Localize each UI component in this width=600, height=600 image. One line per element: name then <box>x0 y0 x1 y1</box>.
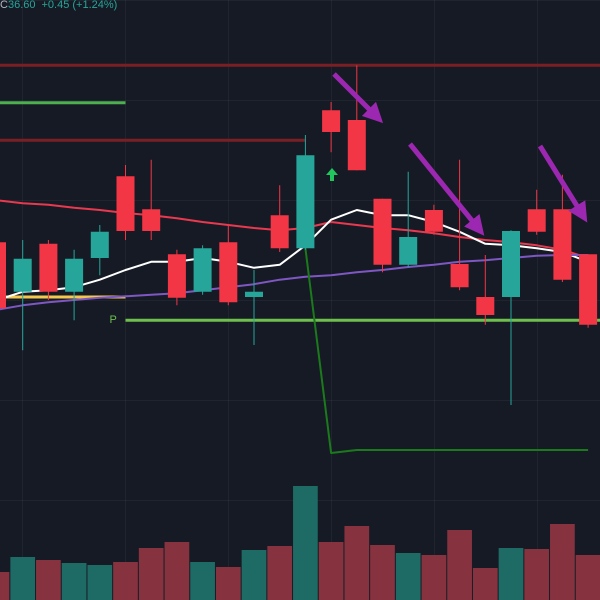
volume-bar <box>215 567 241 600</box>
info-label: C <box>0 0 8 11</box>
volume-bar <box>344 526 370 600</box>
volume-bar <box>267 546 293 600</box>
volume-bar <box>87 565 113 600</box>
candle-body <box>399 237 418 265</box>
candle-body <box>65 258 84 292</box>
candle-body <box>322 110 341 132</box>
candle-body <box>373 198 392 265</box>
candle-body <box>219 242 238 303</box>
volume-bar <box>498 548 524 600</box>
annotation-arrow <box>537 144 588 223</box>
candle-body <box>13 258 32 292</box>
volume-bar <box>164 542 190 600</box>
candle-body <box>167 254 186 298</box>
candle-body <box>245 291 263 297</box>
volume-bar <box>550 524 575 600</box>
volume-bar <box>524 549 550 600</box>
volume-bar <box>447 530 472 600</box>
annotations <box>326 72 588 236</box>
volume-bar <box>293 486 318 600</box>
volume-pane <box>0 486 600 600</box>
candle-body <box>424 210 443 232</box>
levels: P <box>0 63 600 326</box>
volume-bar <box>0 572 10 600</box>
candle-body <box>90 231 109 258</box>
ohlc-info: C36.60 +0.45 (+1.24%) <box>0 0 117 11</box>
indicator-line <box>0 254 589 311</box>
candles <box>0 65 598 405</box>
volume-bar <box>190 562 215 600</box>
info-close: 36.60 <box>8 0 36 11</box>
candle-body <box>579 254 598 325</box>
candle-body <box>116 176 135 231</box>
annotation-arrow <box>408 142 485 236</box>
candle-body <box>553 209 572 280</box>
candle-body <box>142 209 161 231</box>
candle-body <box>527 209 546 232</box>
candle-body <box>476 297 495 315</box>
volume-bar <box>36 560 61 600</box>
volume-bar <box>10 557 36 600</box>
candle-body <box>0 242 6 309</box>
volume-bar <box>138 548 164 600</box>
candle-body <box>270 215 289 249</box>
candle-body <box>450 264 469 288</box>
candle-body <box>39 243 58 292</box>
volume-bar <box>395 553 421 600</box>
indicator-line <box>0 199 589 259</box>
volume-bar <box>113 562 138 600</box>
indicator-lines <box>0 199 589 454</box>
candle-body <box>193 248 212 292</box>
volume-bar <box>370 545 395 600</box>
signal-arrow <box>326 168 338 181</box>
indicator-line <box>304 248 589 454</box>
volume-bar <box>61 563 87 600</box>
info-change: +0.45 (+1.24%) <box>41 0 117 11</box>
annotation-arrow <box>332 72 384 124</box>
level-label: P <box>110 314 117 326</box>
volume-bar <box>318 542 344 600</box>
volume-bar <box>472 568 498 600</box>
volume-bar <box>575 555 600 600</box>
candle-body <box>296 155 315 249</box>
volume-bar <box>241 550 267 600</box>
candle-body <box>502 231 520 297</box>
indicator-line <box>0 209 589 301</box>
volume-bar <box>421 555 447 600</box>
candle-body <box>347 120 366 171</box>
